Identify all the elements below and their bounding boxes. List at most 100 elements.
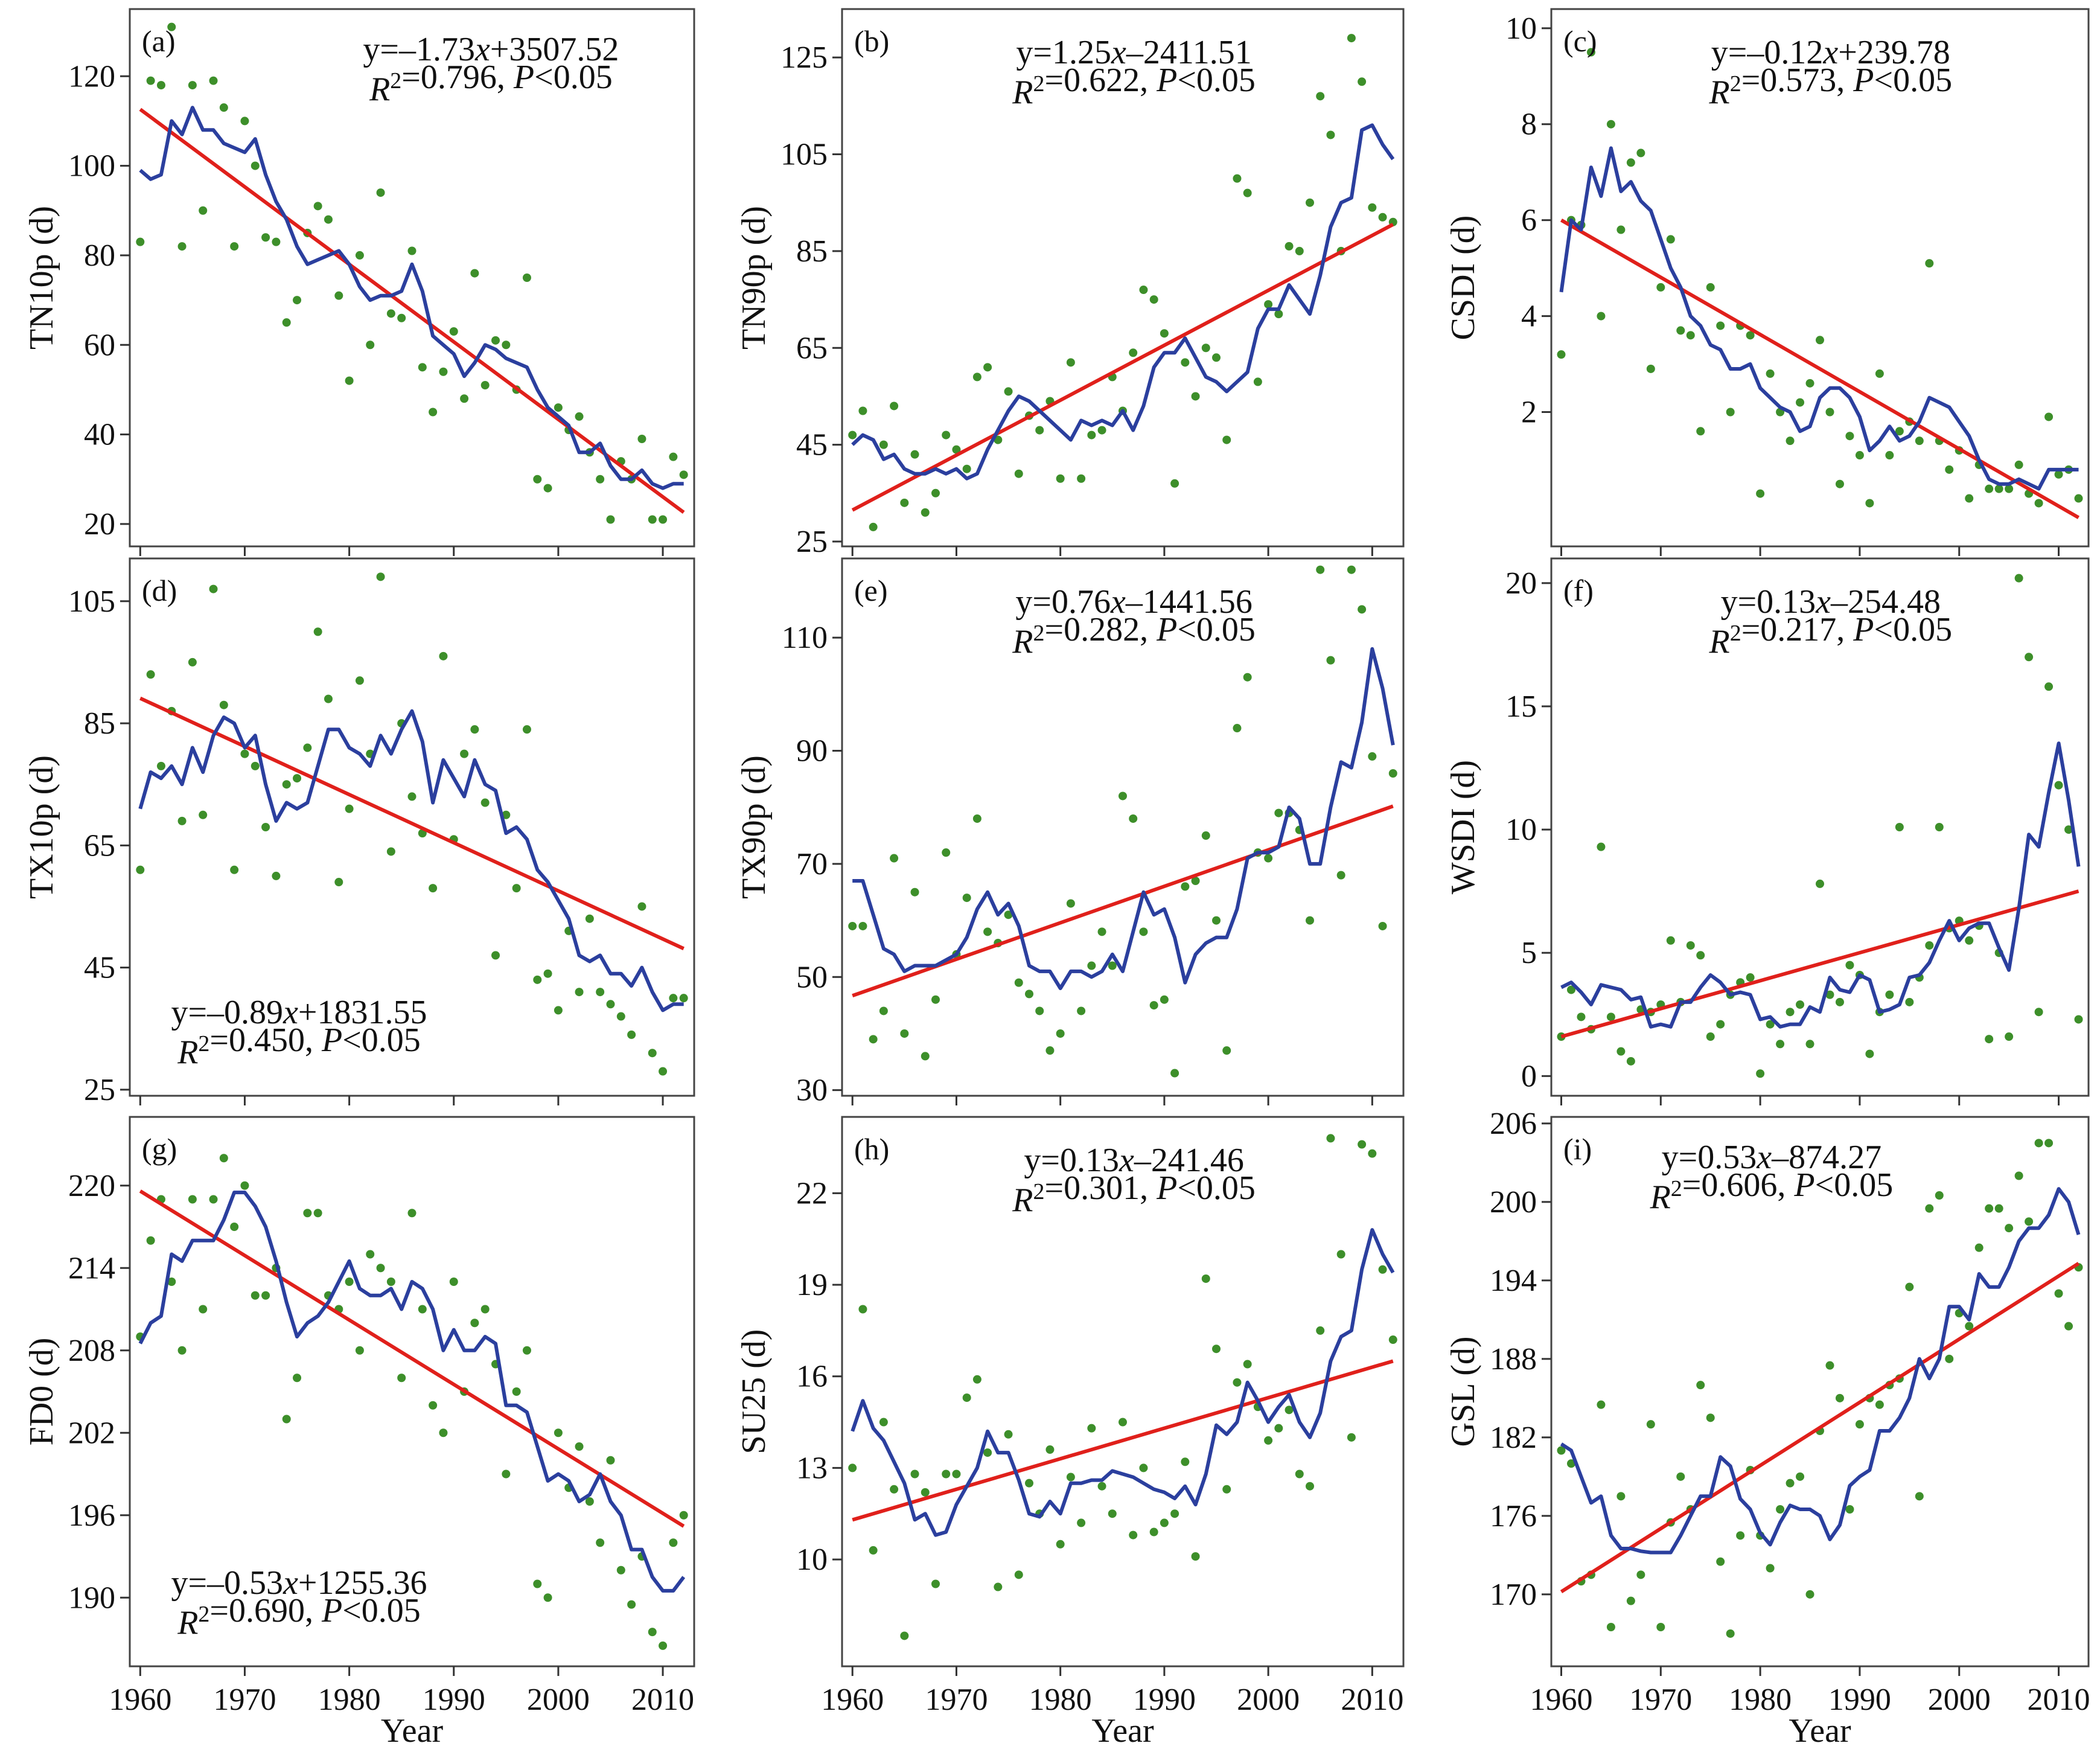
data-point xyxy=(1905,997,1914,1006)
data-point xyxy=(219,700,228,709)
data-point xyxy=(848,430,857,440)
x-axis-title: Year xyxy=(1789,1712,1851,1746)
data-point xyxy=(1716,321,1725,330)
data-point xyxy=(1274,808,1283,817)
y-tick-label: 10 xyxy=(1505,813,1537,847)
y-tick-label: 90 xyxy=(796,734,828,769)
data-point xyxy=(1149,1001,1158,1010)
y-tick-label: 45 xyxy=(84,951,115,985)
y-tick-label: 6 xyxy=(1521,203,1537,238)
data-point xyxy=(1170,479,1179,488)
panel-tag: (a) xyxy=(142,24,176,58)
data-point xyxy=(1077,1518,1086,1527)
data-point xyxy=(554,1006,563,1015)
data-point xyxy=(2054,1289,2063,1298)
data-point xyxy=(1945,1354,1954,1363)
data-point xyxy=(533,475,542,484)
data-point xyxy=(2014,460,2023,469)
data-point xyxy=(1845,961,1854,970)
data-point xyxy=(921,1052,930,1061)
smoothed-line xyxy=(851,123,1395,481)
data-point xyxy=(230,865,239,874)
data-point xyxy=(324,215,333,224)
data-point xyxy=(627,1600,636,1609)
data-point xyxy=(585,914,594,923)
data-point xyxy=(1776,1505,1785,1514)
data-point xyxy=(1160,995,1169,1004)
data-point xyxy=(1035,1006,1044,1015)
regression-equation: y=0.76x–1441.56 xyxy=(1015,583,1252,621)
x-tick-label: 1960 xyxy=(109,1683,171,1717)
x-tick-label: 1990 xyxy=(1828,1683,1891,1717)
data-point xyxy=(313,1209,322,1218)
data-point xyxy=(1925,1204,1934,1213)
data-point xyxy=(376,188,385,197)
data-point xyxy=(848,1463,857,1473)
data-point xyxy=(1935,1191,1944,1200)
data-point xyxy=(1191,877,1200,885)
data-point xyxy=(418,363,427,372)
data-point xyxy=(1895,823,1904,831)
data-point xyxy=(1756,1069,1765,1078)
data-point xyxy=(219,1154,228,1163)
data-point xyxy=(261,823,270,831)
data-point xyxy=(616,1565,625,1575)
data-point xyxy=(167,22,176,31)
y-tick-label: 50 xyxy=(796,960,828,994)
data-point xyxy=(1805,379,1814,388)
data-point xyxy=(1816,336,1824,345)
data-point xyxy=(522,725,531,734)
data-point xyxy=(1925,259,1934,268)
data-point xyxy=(1786,1479,1795,1488)
data-point xyxy=(1139,1463,1148,1473)
data-point xyxy=(397,313,406,322)
data-point xyxy=(1557,1446,1566,1455)
x-tick-label: 2000 xyxy=(527,1683,590,1717)
smoothed-line xyxy=(1559,146,2079,491)
x-tick-label: 1960 xyxy=(821,1683,884,1717)
data-point xyxy=(491,951,500,960)
data-point xyxy=(2005,1224,2014,1233)
y-tick-label: 196 xyxy=(68,1498,115,1533)
data-point xyxy=(219,103,228,112)
data-point xyxy=(858,1305,867,1314)
data-point xyxy=(1316,565,1325,574)
x-tick-label: 2010 xyxy=(2028,1683,2090,1717)
regression-equation: y=0.13x–241.46 xyxy=(1024,1142,1243,1179)
data-point xyxy=(177,1346,187,1355)
data-point xyxy=(1845,432,1854,441)
y-tick-label: 176 xyxy=(1490,1499,1537,1533)
data-point xyxy=(491,336,500,345)
data-point xyxy=(209,1195,218,1204)
data-point xyxy=(282,318,291,327)
data-point xyxy=(1726,1629,1735,1638)
data-point xyxy=(282,1415,291,1424)
trend-line xyxy=(139,1189,685,1528)
data-point xyxy=(313,202,322,211)
data-point xyxy=(334,878,343,887)
plot-frame xyxy=(841,557,1405,1097)
data-point xyxy=(146,76,155,85)
data-point xyxy=(1825,1361,1834,1370)
data-point xyxy=(156,81,165,90)
data-point xyxy=(1835,997,1844,1006)
data-point xyxy=(1766,1020,1775,1029)
data-point xyxy=(648,1628,657,1637)
data-point xyxy=(1316,92,1325,101)
data-point xyxy=(1004,1430,1013,1439)
data-point xyxy=(983,363,992,372)
y-tick-label: 16 xyxy=(796,1360,828,1394)
data-point xyxy=(679,994,688,1003)
y-axis-title: SU25 (d) xyxy=(735,1329,773,1454)
data-point xyxy=(669,1538,678,1547)
y-tick-label: 202 xyxy=(68,1416,115,1450)
data-point xyxy=(1243,1360,1252,1369)
data-point xyxy=(1326,1134,1335,1143)
data-point xyxy=(533,975,542,984)
data-point xyxy=(272,871,281,880)
data-point xyxy=(1056,1540,1065,1549)
data-point xyxy=(1636,149,1645,158)
data-point xyxy=(188,657,197,667)
data-point xyxy=(293,296,302,305)
y-tick-label: 8 xyxy=(1521,107,1537,142)
